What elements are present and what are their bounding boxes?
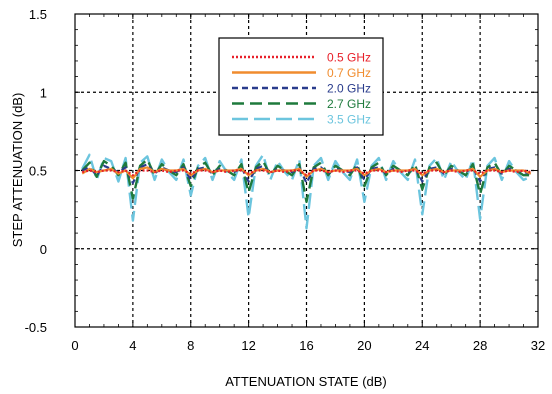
x-tick-label: 32 xyxy=(531,338,545,353)
x-tick-label: 20 xyxy=(357,338,371,353)
axis-ticks xyxy=(74,13,539,328)
tick-labels: 0 4 8 12 16 20 24 28 32 -0.5 0 0.5 1 1.5 xyxy=(25,7,546,353)
x-tick-label: 8 xyxy=(187,338,194,353)
x-tick-label: 4 xyxy=(129,338,136,353)
x-tick-label: 16 xyxy=(299,338,313,353)
legend-label: 2.0 GHz xyxy=(327,82,371,96)
legend-label: 2.7 GHz xyxy=(327,97,371,111)
y-tick-label: 0 xyxy=(40,242,47,257)
series-line-0-5-ghz xyxy=(81,169,532,177)
series-lines xyxy=(81,153,532,230)
legend-label: 0.5 GHz xyxy=(327,51,371,65)
legend-label: 0.7 GHz xyxy=(327,66,371,80)
x-tick-label: 24 xyxy=(415,338,429,353)
y-axis-title: STEP ATTENUATION (dB) xyxy=(10,93,25,248)
x-axis-title: ATTENUATION STATE (dB) xyxy=(225,374,387,389)
y-tick-label: 0.5 xyxy=(29,164,47,179)
legend-label: 3.5 GHz xyxy=(327,113,371,127)
y-tick-label: 1 xyxy=(40,85,47,100)
y-tick-label: -0.5 xyxy=(25,320,47,335)
x-tick-label: 12 xyxy=(241,338,255,353)
x-tick-label: 0 xyxy=(71,338,78,353)
x-tick-label: 28 xyxy=(473,338,487,353)
series-line-3-5-ghz xyxy=(81,153,532,230)
y-tick-label: 1.5 xyxy=(29,7,47,22)
